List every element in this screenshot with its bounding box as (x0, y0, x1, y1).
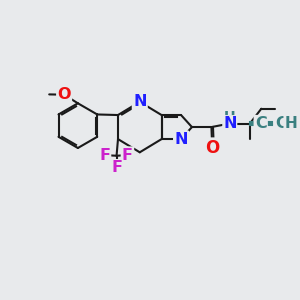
Text: F: F (99, 148, 110, 163)
Text: F: F (122, 148, 133, 163)
Text: O: O (57, 87, 71, 102)
Text: N: N (174, 132, 188, 147)
Text: N: N (223, 116, 236, 131)
Text: N: N (133, 94, 146, 110)
Text: C: C (255, 116, 267, 131)
Text: H: H (224, 110, 236, 124)
Text: F: F (111, 160, 122, 175)
Text: C: C (276, 116, 287, 131)
Text: H: H (284, 116, 297, 131)
Text: O: O (205, 139, 219, 157)
